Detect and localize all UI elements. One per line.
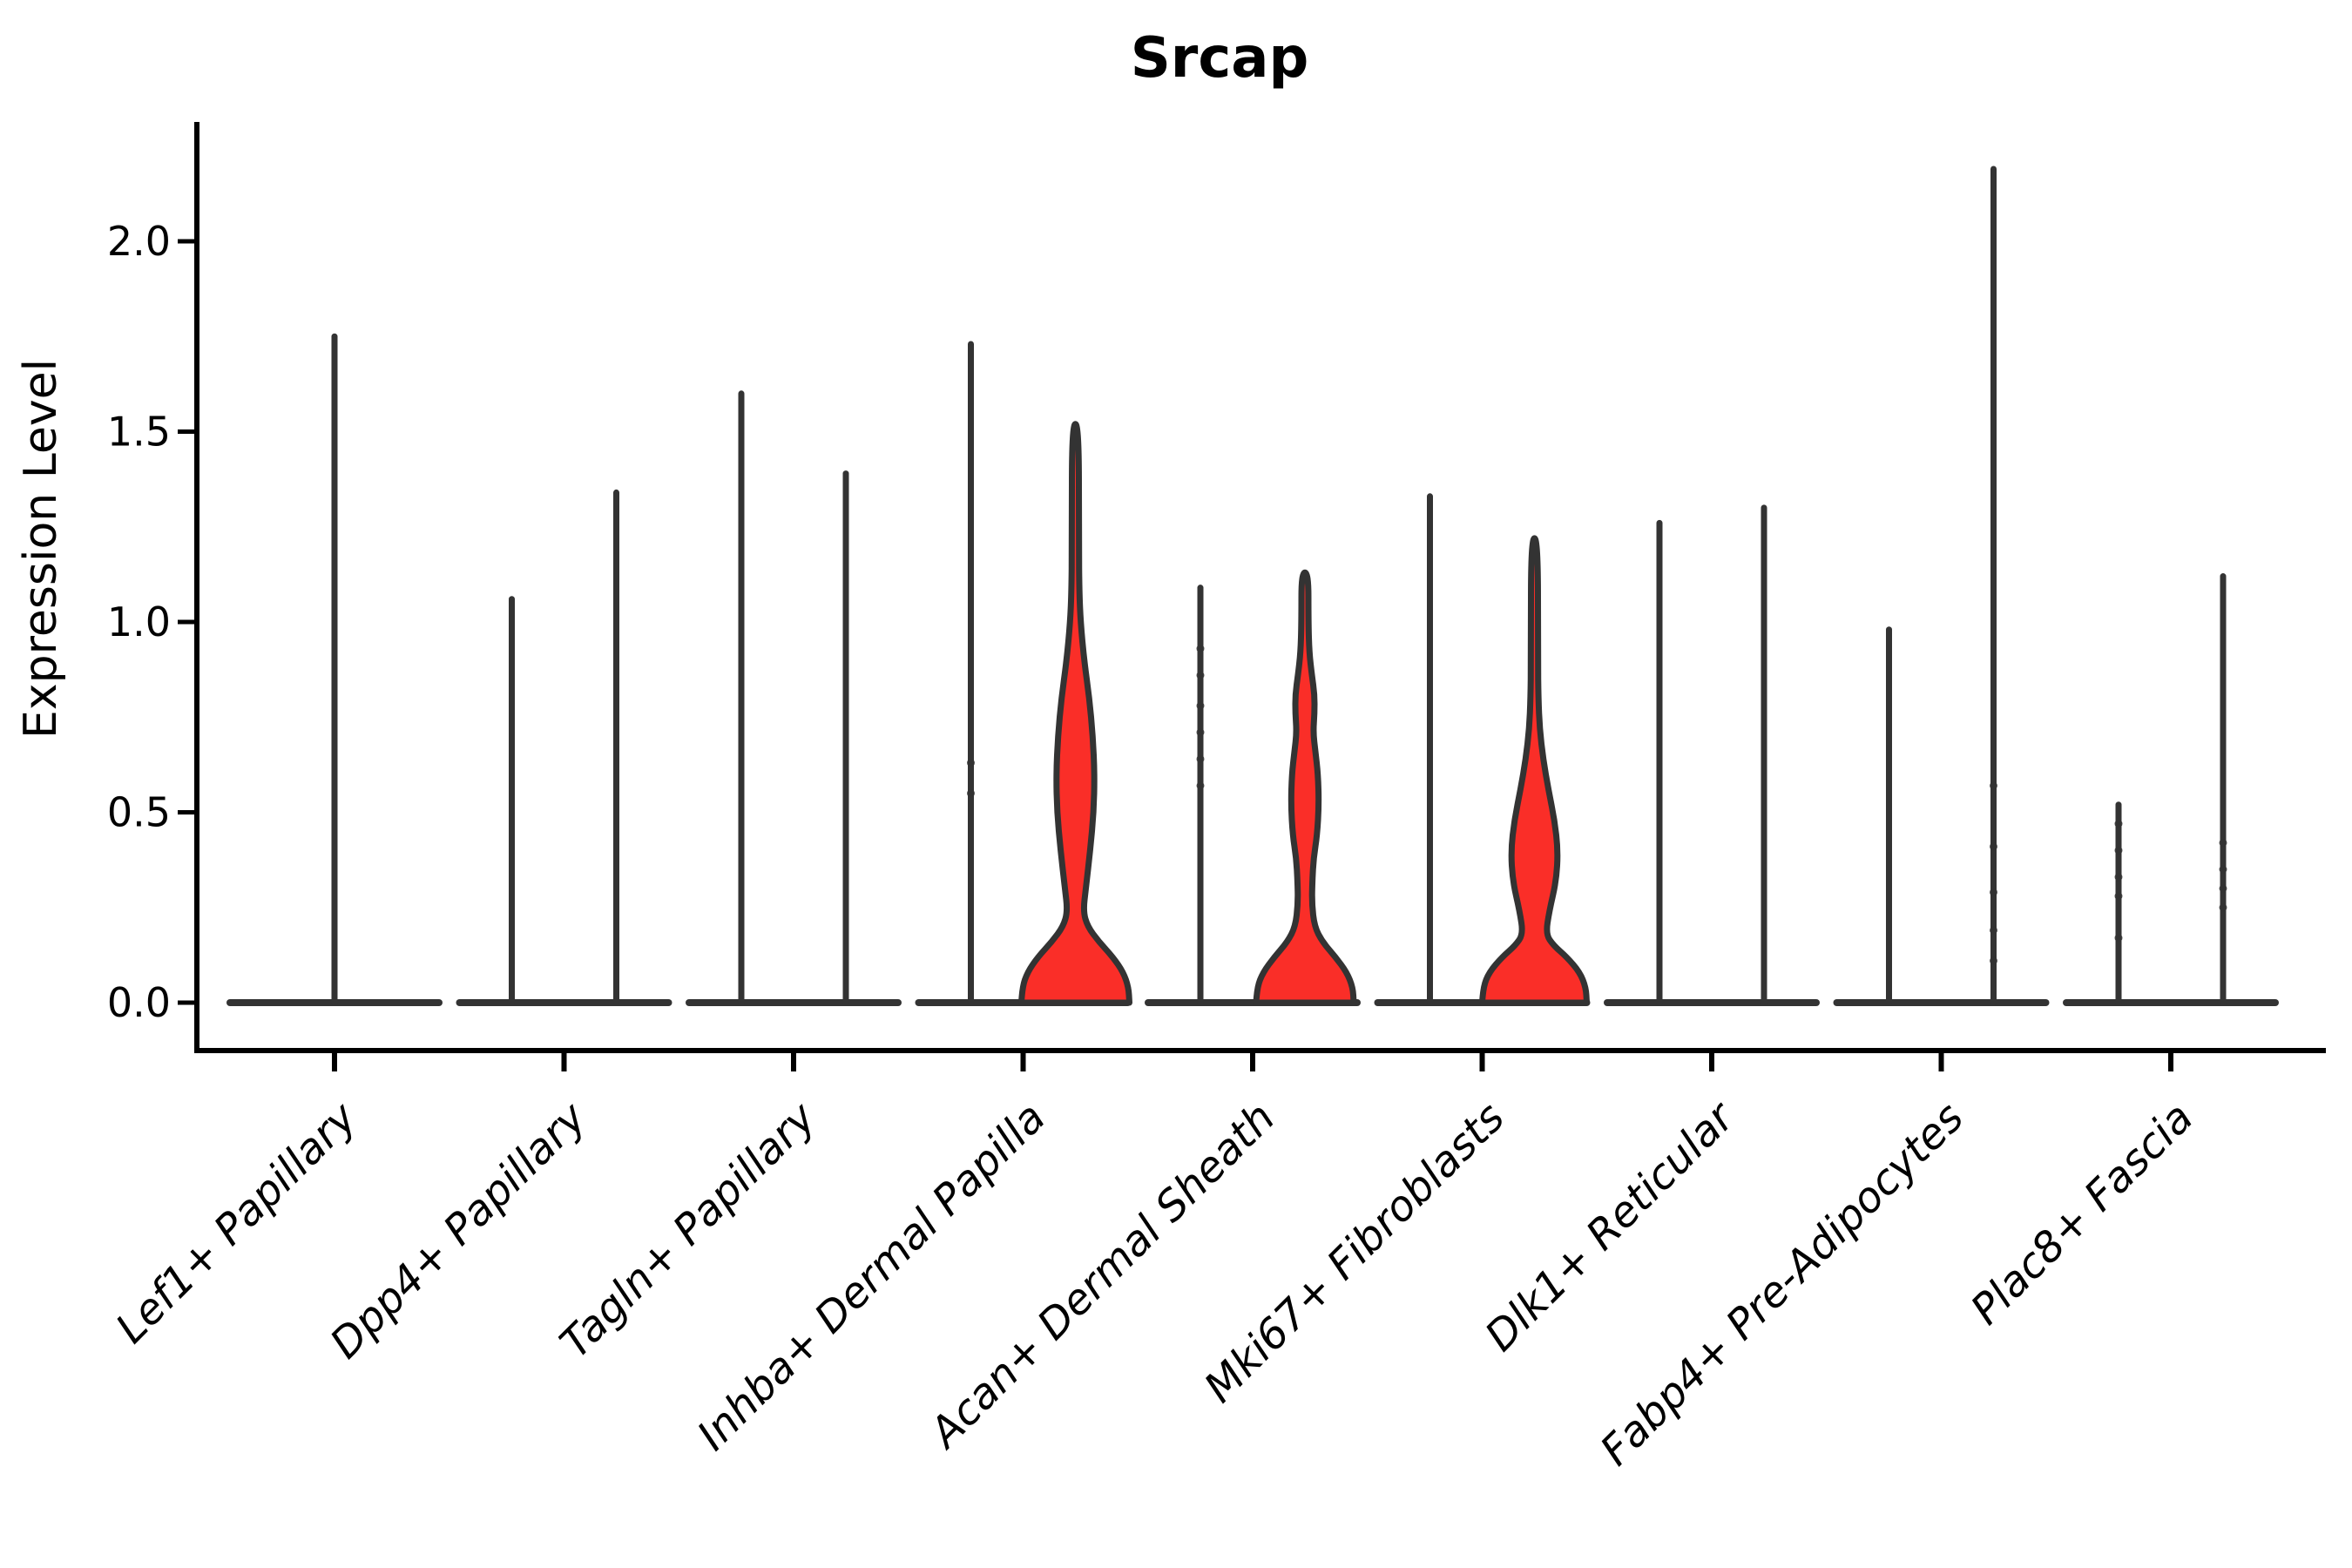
x-tick-label: Plac8+ Fascia [1962,1093,2203,1335]
expression-point [2114,934,2123,943]
expression-point [1196,645,1205,653]
violin-filled [1479,535,1590,1006]
expression-point [1196,701,1205,710]
expression-point [967,759,975,767]
expression-point [1990,842,1997,851]
x-tick-label: Dlk1+ Reticular [1476,1092,1746,1362]
expression-point [2114,820,2123,828]
expression-point [2114,892,2123,901]
expression-point [1990,888,1997,896]
expression-point [1196,671,1205,679]
x-tick-label: Dpp4+ Papillary [321,1092,596,1368]
expression-point [1990,956,1997,965]
x-tick-label: Fabp4+ Pre-Adipocytes [1591,1093,1973,1476]
x-tick-label: Lef1+ Papillary [106,1092,367,1353]
expression-point [1990,926,1997,935]
violin-filled [1018,421,1132,1006]
expression-point [1196,728,1205,737]
expression-point [1196,781,1205,790]
y-axis-label: Expression Level [15,359,67,739]
y-tick-label: 1.0 [107,598,171,645]
y-tick-label: 2.0 [107,218,171,265]
y-tick-label: 0.5 [107,789,171,836]
chart-title: Srcap [1131,26,1309,91]
expression-point [2219,903,2227,912]
expression-point [967,789,975,798]
expression-point [2219,838,2227,847]
expression-point [1196,754,1205,763]
y-tick-label: 0.0 [107,979,171,1026]
violin-filled [1253,569,1357,1006]
x-tick-label: Tagln+ Papillary [551,1092,826,1368]
expression-point [1990,781,1997,790]
expression-point [2114,846,2123,855]
expression-point [2219,865,2227,874]
expression-point [2219,884,2227,893]
expression-point [2114,873,2123,882]
y-tick-label: 1.5 [107,409,171,456]
